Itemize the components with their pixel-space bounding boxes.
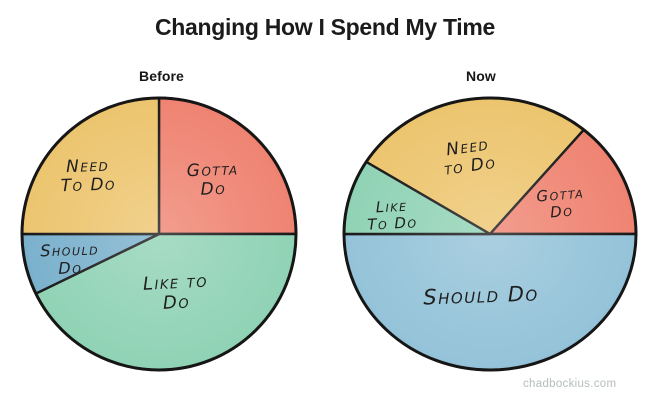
pie-before-label-need-to-do: Need To Do: [60, 155, 117, 196]
pie-now-texture: [348, 102, 632, 366]
pie-now-label-need-to-do: Need to Do: [443, 134, 498, 180]
pie-now-outline: [342, 96, 638, 372]
pie-before-label-should-do: Should Do: [39, 239, 100, 278]
page-title: Changing How I Spend My Time: [154, 14, 496, 40]
pie-before-label-like-to-do: Like to Do: [142, 270, 209, 314]
pie-title-before: Before: [139, 68, 184, 84]
pie-now-label-gotta-do: Gotta Do: [535, 183, 585, 221]
pie-before-texture: [26, 102, 292, 366]
pie-now-label-should-do: Should Do: [422, 281, 540, 310]
pie-now-label-like-to-do: Like To Do: [366, 196, 419, 234]
pie-before-outline: [20, 96, 298, 372]
pie-title-now: Now: [466, 68, 496, 84]
pie-before-label-gotta-do: Gotta Do: [186, 159, 239, 200]
watermark: chadbockius.com: [523, 378, 617, 390]
